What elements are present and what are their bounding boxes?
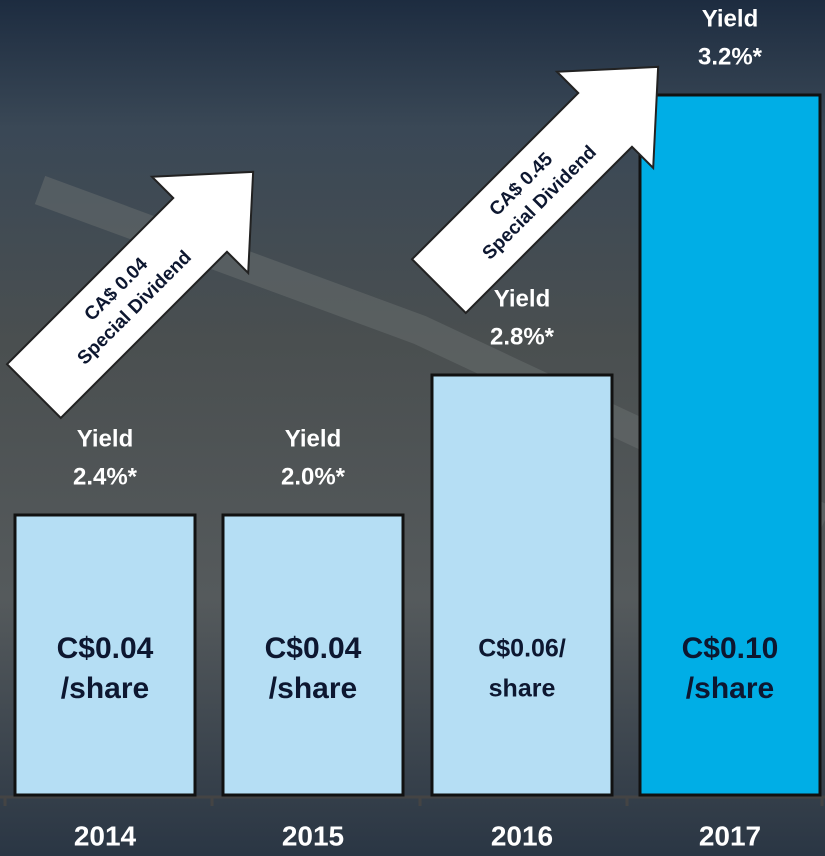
x-tick-label: 2016	[491, 820, 553, 851]
bar	[430, 373, 614, 797]
value-label: /share	[61, 672, 149, 705]
x-tick-label: 2014	[74, 820, 137, 851]
arrow-shape	[5, 170, 255, 420]
value-label: share	[489, 675, 556, 703]
yield-label: 2.8%*	[490, 323, 555, 350]
yield-label: Yield	[77, 425, 133, 452]
yield-label: 3.2%*	[698, 43, 763, 70]
x-tick-label: 2017	[699, 820, 761, 851]
value-label: C$0.04	[57, 632, 154, 665]
x-tick-label: 2015	[282, 820, 344, 851]
bar	[13, 513, 197, 797]
yield-label: 2.0%*	[281, 463, 346, 490]
arrow-shape	[410, 65, 660, 315]
value-label: /share	[269, 672, 357, 705]
value-label: C$0.06/	[478, 635, 566, 663]
bar	[221, 513, 405, 797]
yield-label: Yield	[285, 425, 341, 452]
yield-label: Yield	[494, 285, 550, 312]
yield-label: 2.4%*	[73, 463, 138, 490]
value-label: C$0.10	[682, 632, 779, 665]
yield-label: Yield	[702, 5, 758, 32]
bar	[638, 93, 822, 797]
value-label: /share	[686, 672, 774, 705]
value-label: C$0.04	[265, 632, 362, 665]
